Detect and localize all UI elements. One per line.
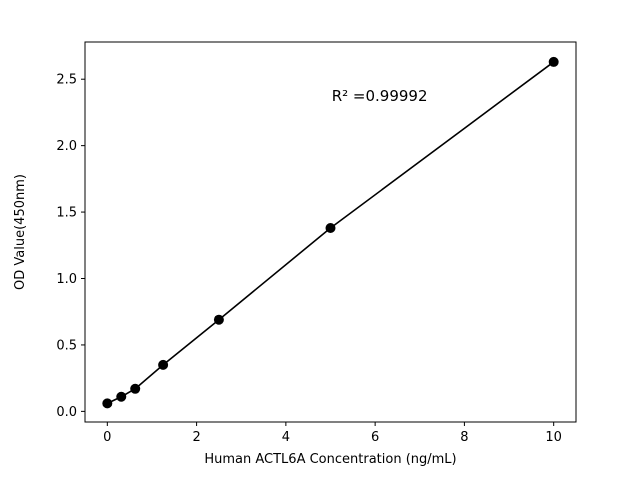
x-tick-label: 2 xyxy=(192,430,200,445)
x-tick-label: 4 xyxy=(282,430,290,445)
data-point xyxy=(548,56,559,67)
y-tick-label: 0.0 xyxy=(56,405,77,420)
data-point xyxy=(325,223,336,234)
y-tick-label: 2.0 xyxy=(56,139,77,154)
y-tick-label: 1.0 xyxy=(56,272,77,287)
y-tick-label: 1.5 xyxy=(56,206,77,221)
data-point xyxy=(213,314,224,325)
data-point xyxy=(116,391,127,402)
data-point xyxy=(158,359,169,370)
data-point xyxy=(130,383,141,394)
y-tick-label: 2.5 xyxy=(56,73,77,88)
x-tick-label: 0 xyxy=(103,430,111,445)
r-squared-annotation: R² =0.99992 xyxy=(332,87,428,105)
x-tick-label: 10 xyxy=(545,430,562,445)
y-tick-label: 0.5 xyxy=(56,338,77,353)
axes-spines xyxy=(84,41,577,423)
x-axis-label: Human ACTL6A Concentration (ng/mL) xyxy=(204,452,456,467)
data-point xyxy=(102,398,113,409)
x-tick-label: 8 xyxy=(460,430,468,445)
y-axis-label: OD Value(450nm) xyxy=(13,174,28,290)
x-tick-label: 6 xyxy=(371,430,379,445)
